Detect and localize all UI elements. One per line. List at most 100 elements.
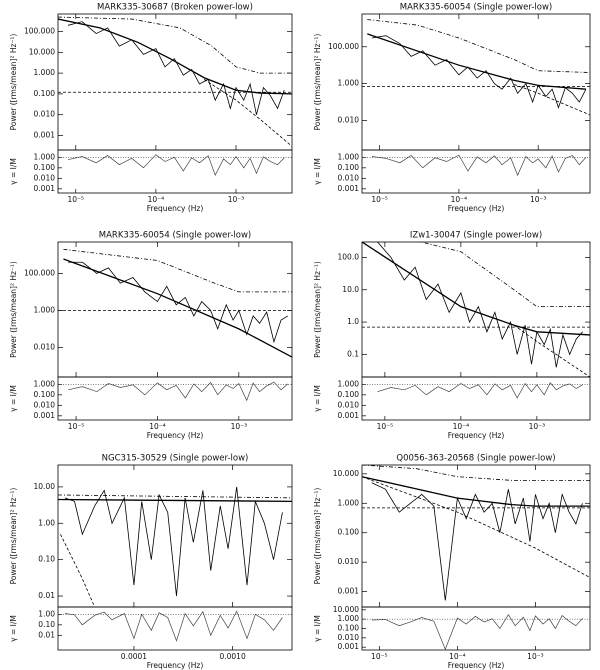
- x-tick-label: 0.0001: [121, 652, 147, 661]
- x-tick-label: 10⁻³: [231, 422, 248, 431]
- periodogram: [68, 261, 289, 344]
- model-solid: [362, 242, 590, 336]
- x-tick-label: 0.0010: [219, 652, 245, 661]
- ratio-tick-label: 1.000: [34, 379, 56, 388]
- y-tick-label: 100.000: [328, 42, 359, 51]
- model-dashed: [362, 476, 590, 578]
- x-tick-label: 10⁻³: [530, 195, 547, 204]
- ratio-tick-label: 0.001: [34, 411, 56, 420]
- periodogram: [67, 21, 285, 115]
- x-tick-label: 10⁻⁴: [449, 652, 466, 661]
- y-tick-label: 1.000: [338, 498, 360, 507]
- ratio-tick-label: 0.010: [338, 400, 360, 409]
- ratio-tick-label: 0.010: [338, 633, 360, 642]
- y-axis-label: Power ([rms/mean]² Hz⁻¹): [9, 488, 18, 585]
- panel-title: MARK335-30687 (Broken power-low): [97, 3, 253, 13]
- plot-frame: [361, 13, 591, 151]
- y-tick-label: 10.00: [34, 482, 56, 491]
- y-axis-label: Power ([rms/mean]² Hz⁻¹): [9, 34, 18, 131]
- y-tick-label: 100.0: [338, 252, 360, 261]
- ratio-axis-label: γ = I/M: [313, 385, 322, 412]
- model-dashdot: [362, 465, 590, 481]
- x-axis-label: Frequency (Hz): [147, 661, 204, 670]
- ratio-tick-label: 1.000: [34, 152, 56, 161]
- y-tick-label: 1.00: [38, 518, 55, 527]
- y-tick-label: 0.010: [338, 115, 360, 124]
- plot-frame: [57, 13, 293, 151]
- periodogram: [371, 482, 583, 601]
- model-solid: [58, 18, 292, 95]
- ratio-tick-label: 1.000: [338, 614, 360, 623]
- y-axis-label: Power ([rms/mean]² Hz⁻¹): [9, 261, 18, 358]
- model-solid: [362, 476, 590, 507]
- ratio-tick-label: 0.100: [34, 390, 56, 399]
- y-tick-label: 10.000: [29, 47, 55, 56]
- model-dashdot: [58, 494, 292, 499]
- y-tick-label: 10.000: [333, 469, 359, 478]
- periodogram: [377, 242, 583, 368]
- x-tick-label: 10⁻⁵: [68, 195, 85, 204]
- ratio-tick-label: 0.001: [34, 184, 56, 193]
- x-tick-label: 10⁻⁴: [451, 195, 468, 204]
- model-dashdot: [367, 19, 590, 73]
- ratio-tick-label: 0.010: [338, 173, 360, 182]
- y-tick-label: 1.0: [347, 317, 359, 326]
- model-solid: [367, 33, 586, 90]
- ratio-tick-label: 0.001: [338, 642, 360, 651]
- plot-frame: [57, 464, 293, 608]
- x-tick-label: 10⁻⁴: [453, 422, 470, 431]
- ratio-frame: [57, 149, 293, 194]
- model-solid: [63, 258, 292, 358]
- periodogram: [371, 35, 587, 109]
- y-tick-label: 1.000: [338, 79, 360, 88]
- ratio-axis-label: γ = I/M: [9, 385, 18, 412]
- model-dashdot: [63, 248, 292, 293]
- plot-frame: [57, 241, 293, 378]
- y-tick-label: 0.1: [347, 349, 359, 358]
- y-axis-label: Power ([rms/mean]² Hz⁻¹): [313, 488, 322, 585]
- ratio-tick-label: 1.000: [338, 152, 360, 161]
- x-axis-label: Frequency (Hz): [448, 431, 505, 440]
- x-tick-label: 10⁻⁴: [149, 422, 166, 431]
- model-solid: [58, 498, 292, 503]
- ratio-tick-label: 0.100: [34, 163, 56, 172]
- y-tick-label: 0.001: [34, 130, 56, 139]
- model-dashed: [60, 534, 96, 607]
- y-axis-label: Power ([rms/mean]² Hz⁻¹): [313, 261, 322, 358]
- y-tick-label: 0.001: [338, 587, 360, 596]
- plot-frame: [361, 464, 591, 608]
- panel-title: MARK335-60054 (Single power-low): [99, 231, 251, 241]
- ratio-tick-label: 0.010: [34, 400, 56, 409]
- ratio-curve: [371, 614, 583, 650]
- ratio-tick-label: 0.01: [38, 630, 55, 639]
- y-tick-label: 0.010: [34, 342, 56, 351]
- y-tick-label: 0.100: [34, 89, 56, 98]
- y-axis-label: Power ([rms/mean]² Hz⁻¹): [313, 34, 322, 131]
- x-axis-label: Frequency (Hz): [448, 661, 505, 670]
- ratio-curve: [68, 381, 289, 402]
- ratio-axis-label: γ = I/M: [313, 615, 322, 642]
- ratio-tick-label: 1.000: [338, 379, 360, 388]
- panel-title: Q0056-363-20568 (Single power-low): [396, 454, 555, 464]
- y-tick-label: 1.000: [34, 305, 56, 314]
- ratio-curve: [371, 154, 587, 177]
- model-dashdot: [58, 16, 292, 74]
- x-axis-label: Frequency (Hz): [147, 204, 204, 213]
- y-tick-label: 1.000: [34, 68, 56, 77]
- periodogram: [64, 486, 283, 597]
- ratio-tick-label: 0.001: [338, 184, 360, 193]
- ratio-tick-label: 1.00: [38, 609, 55, 618]
- ratio-frame: [361, 606, 591, 651]
- ratio-tick-label: 0.100: [338, 390, 360, 399]
- y-tick-label: 0.010: [34, 110, 56, 119]
- y-tick-label: 10.0: [342, 285, 359, 294]
- x-tick-label: 10⁻⁵: [371, 195, 388, 204]
- panel-title: MARK335-60054 (Single power-low): [400, 3, 552, 13]
- model-dashdot: [415, 242, 590, 308]
- model-dashed: [513, 324, 590, 377]
- y-tick-label: 0.01: [38, 591, 55, 600]
- panel-title: IZw1-30047 (Single power-low): [410, 231, 542, 241]
- ratio-tick-label: 0.100: [338, 624, 360, 633]
- panel-title: NGC315-30529 (Single power-low): [102, 454, 249, 464]
